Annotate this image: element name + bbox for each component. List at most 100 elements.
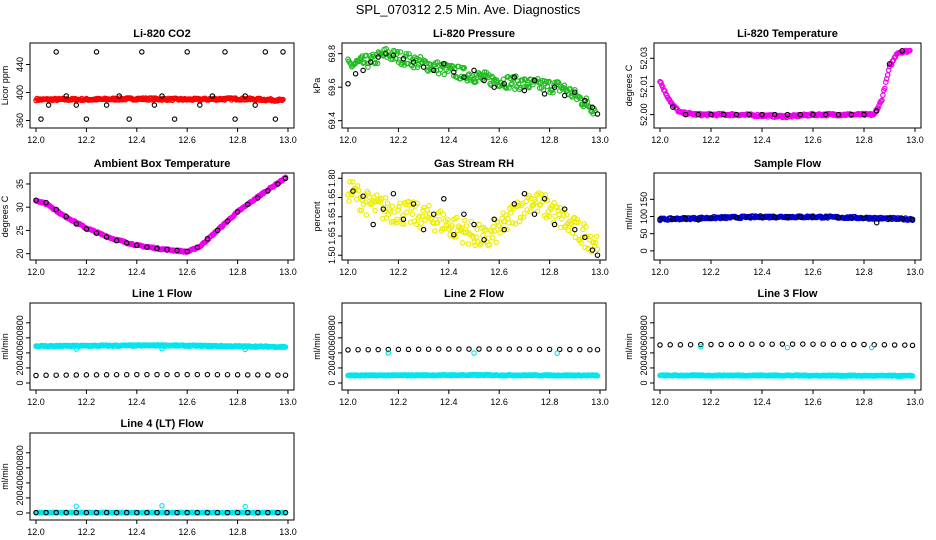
li-820-pressure-point xyxy=(503,85,510,91)
line-4-lt-flow-point xyxy=(73,503,80,509)
li-820-co2-ytick-label: 440 xyxy=(15,57,25,72)
gas-stream-rh-point xyxy=(431,228,438,234)
gas-stream-rh-point xyxy=(473,234,479,241)
gas-stream-rh-point xyxy=(459,240,466,246)
line-1-flow-point xyxy=(113,371,120,378)
line-2-flow-point xyxy=(471,350,477,356)
li-820-pressure-xtick-label: 12.6 xyxy=(490,135,508,145)
li-820-co2-xtick-label: 12.0 xyxy=(27,135,45,145)
line-2-flow-point xyxy=(594,346,601,353)
li-820-pressure-point xyxy=(445,68,451,75)
li-820-temperature-xtick-label: 12.2 xyxy=(702,135,720,145)
line-4-lt-flow-point xyxy=(53,509,59,516)
line-1-flow-point xyxy=(224,371,231,378)
line-4-lt-flow-ytick-label: 600 xyxy=(15,460,25,475)
line-1-flow-xtick-label: 12.2 xyxy=(78,397,96,407)
sample-flow-point xyxy=(823,214,829,220)
gas-stream-rh-point xyxy=(358,207,365,214)
gas-stream-rh-point xyxy=(488,229,495,235)
gas-stream-rh-point xyxy=(578,239,584,246)
gas-stream-rh-ytick-label: 1.65 xyxy=(327,189,337,207)
line-3-flow-xtick-label: 13.0 xyxy=(906,397,924,407)
gas-stream-rh-point xyxy=(583,223,589,230)
line-1-flow-title: Line 1 Flow xyxy=(132,288,192,300)
line-2-flow-series-secondary xyxy=(345,346,601,353)
li-820-pressure-point xyxy=(481,77,487,84)
line-3-flow-series-outliers xyxy=(698,344,875,351)
line-1-flow-xtick-label: 12.4 xyxy=(128,397,146,407)
gas-stream-rh-point xyxy=(370,221,376,228)
li-820-co2-point xyxy=(103,102,110,108)
gas-stream-rh-point xyxy=(395,207,401,213)
line-3-flow-point xyxy=(909,373,916,379)
ambient-box-temperature-ylabel: degrees C xyxy=(0,195,10,237)
line-2-flow-ytick-label: 600 xyxy=(327,330,337,345)
sample-flow-point xyxy=(906,216,913,223)
li-820-co2-point xyxy=(93,49,100,55)
gas-stream-rh-point xyxy=(430,211,437,217)
li-820-co2-point xyxy=(45,102,52,108)
line-4-lt-flow-point xyxy=(43,509,49,516)
gas-stream-rh-point xyxy=(557,204,563,211)
line-4-lt-flow-point xyxy=(174,509,180,516)
li-820-pressure-xtick-label: 12.4 xyxy=(440,135,458,145)
line-4-lt-flow-ylabel: ml/min xyxy=(0,463,10,490)
gas-stream-rh-point xyxy=(579,234,585,241)
sample-flow-ytick-label: 100 xyxy=(639,209,649,224)
gas-stream-rh-point xyxy=(437,208,444,214)
line-3-flow-point xyxy=(784,344,791,351)
sample-flow-xtick-label: 12.0 xyxy=(651,267,669,277)
sample-flow-panel: Sample Flow ml/min 0 50 100 150 12.0 12.2 12.4 12… xyxy=(624,158,924,277)
line-2-flow-series-primary xyxy=(345,371,601,379)
gas-stream-rh-point xyxy=(561,206,568,212)
li-820-pressure-ytick-label: 69.6 xyxy=(327,78,337,96)
li-820-co2-point xyxy=(38,116,44,122)
li-820-temperature-point xyxy=(682,111,689,118)
gas-stream-rh-point xyxy=(575,219,582,226)
li-820-temperature-ytick-label: 52.01 xyxy=(639,75,649,98)
line-1-flow-xtick-label: 13.0 xyxy=(279,397,297,407)
li-820-pressure-point xyxy=(472,79,479,85)
ambient-box-temperature-xtick-label: 12.4 xyxy=(128,267,146,277)
li-820-pressure-series-primary xyxy=(345,45,598,117)
line-3-flow-point xyxy=(769,341,775,347)
li-820-temperature-xtick-label: 12.6 xyxy=(804,135,822,145)
sample-flow-xtick-label: 12.2 xyxy=(702,267,720,277)
line-1-flow-point xyxy=(83,372,90,378)
line-4-lt-flow-ytick-label: 0 xyxy=(15,510,25,515)
li-820-pressure-point xyxy=(390,52,397,59)
line-1-flow-ylabel: ml/min xyxy=(0,333,10,360)
sample-flow-point xyxy=(708,215,714,221)
line-3-flow-series-primary xyxy=(657,372,916,380)
li-820-temperature-ylabel: degrees C xyxy=(624,64,634,106)
gas-stream-rh-point xyxy=(380,206,387,212)
li-820-co2-point xyxy=(53,49,59,55)
line-2-flow-ytick-label: 800 xyxy=(327,315,337,330)
line-1-flow-point xyxy=(265,372,271,378)
li-820-co2-frame xyxy=(29,42,295,129)
line-3-flow-ytick-label: 800 xyxy=(639,315,649,330)
gas-stream-rh-xtick-label: 12.6 xyxy=(490,267,508,277)
gas-stream-rh-point xyxy=(382,194,389,201)
line-1-flow-xtick-label: 12.8 xyxy=(229,397,247,407)
li-820-temperature-point xyxy=(721,111,727,118)
line-2-flow-point xyxy=(466,346,472,352)
gas-stream-rh-point xyxy=(584,245,591,252)
line-1-flow-point xyxy=(144,371,150,378)
line-2-flow-point xyxy=(526,346,533,352)
sample-flow-point xyxy=(682,215,689,222)
gas-stream-rh-point xyxy=(471,221,477,228)
sample-flow-xtick-label: 12.8 xyxy=(855,267,873,277)
li-820-temperature-point xyxy=(810,111,816,118)
gas-stream-rh-point xyxy=(440,211,447,218)
li-820-temperature-point xyxy=(695,111,702,118)
li-820-co2-point xyxy=(232,116,238,122)
gas-stream-rh-point xyxy=(512,221,519,227)
line-3-flow-xtick-label: 12.8 xyxy=(855,397,873,407)
li-820-co2-xtick-label: 12.2 xyxy=(78,135,96,145)
gas-stream-rh-point xyxy=(535,190,542,196)
li-820-temperature-point xyxy=(670,104,676,110)
line-1-flow-point xyxy=(33,372,39,379)
line-3-flow-point xyxy=(881,342,888,348)
